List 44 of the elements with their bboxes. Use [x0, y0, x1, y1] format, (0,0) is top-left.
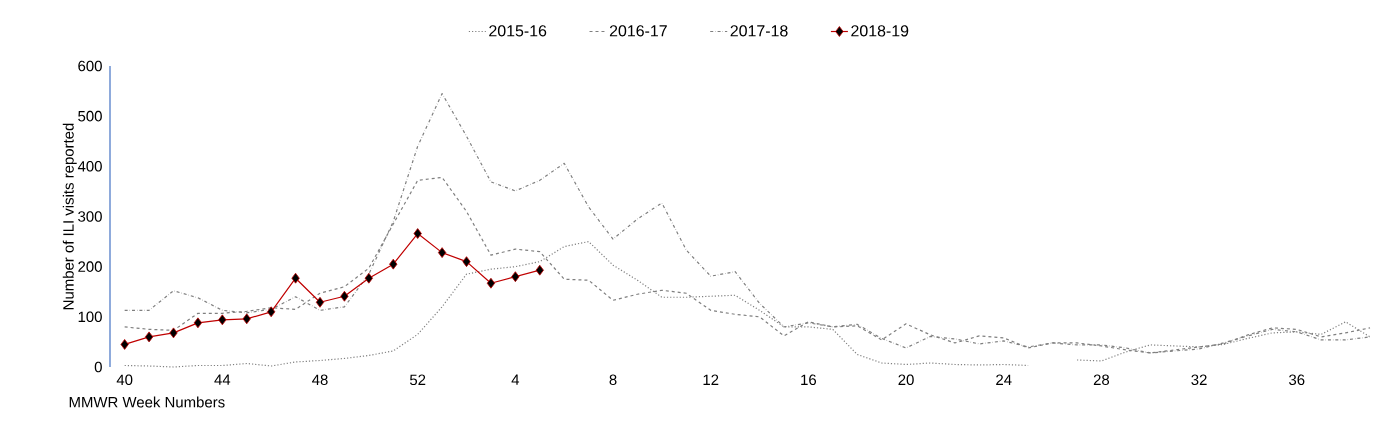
legend-label: 2015-16 [489, 25, 547, 37]
point [267, 306, 276, 318]
y-tick-label: 100 [78, 311, 102, 323]
x-tick-label: 20 [898, 374, 914, 386]
point [364, 272, 373, 284]
x-tick-label: 40 [116, 374, 133, 386]
point [144, 331, 154, 343]
legend-label: 2018-19 [851, 25, 909, 37]
x-tick-label: 52 [409, 374, 426, 386]
x-tick-label: 16 [801, 374, 817, 386]
x-axis-title: MMWR Week Numbers [69, 396, 225, 408]
y-axis-title: Number of ILI visits reported [62, 123, 77, 310]
y-tick-label: 200 [78, 261, 102, 272]
x-tick-label: 44 [214, 374, 231, 385]
x-tick-label: 24 [996, 374, 1012, 385]
y-tick-label: 600 [78, 60, 102, 72]
point [486, 277, 496, 289]
x-tick-label: 12 [703, 374, 719, 385]
point [218, 314, 227, 326]
x-tick-label: 36 [1289, 374, 1305, 386]
x-tick-label: 48 [312, 374, 328, 386]
point [315, 296, 325, 308]
y-tick-label: 400 [77, 161, 102, 172]
point [291, 272, 300, 284]
point [437, 247, 447, 258]
point [389, 258, 398, 270]
x-tick-label: 4 [511, 374, 520, 385]
y-tick-label: 500 [78, 110, 102, 122]
point [462, 256, 471, 268]
y-tick-label: 0 [94, 361, 102, 373]
point [120, 339, 129, 350]
x-tick-label: 28 [1093, 374, 1110, 386]
point [511, 271, 520, 283]
x-tick-label: 8 [609, 374, 617, 386]
point [340, 290, 349, 302]
point [169, 327, 178, 339]
point [193, 317, 203, 329]
legend-label: 2017-18 [730, 25, 788, 37]
legend-label: 2016-17 [609, 25, 667, 37]
x-tick-label: 32 [1191, 374, 1207, 386]
y-tick-label: 300 [78, 211, 102, 222]
point [413, 228, 422, 239]
point [242, 313, 251, 325]
point [535, 264, 544, 276]
